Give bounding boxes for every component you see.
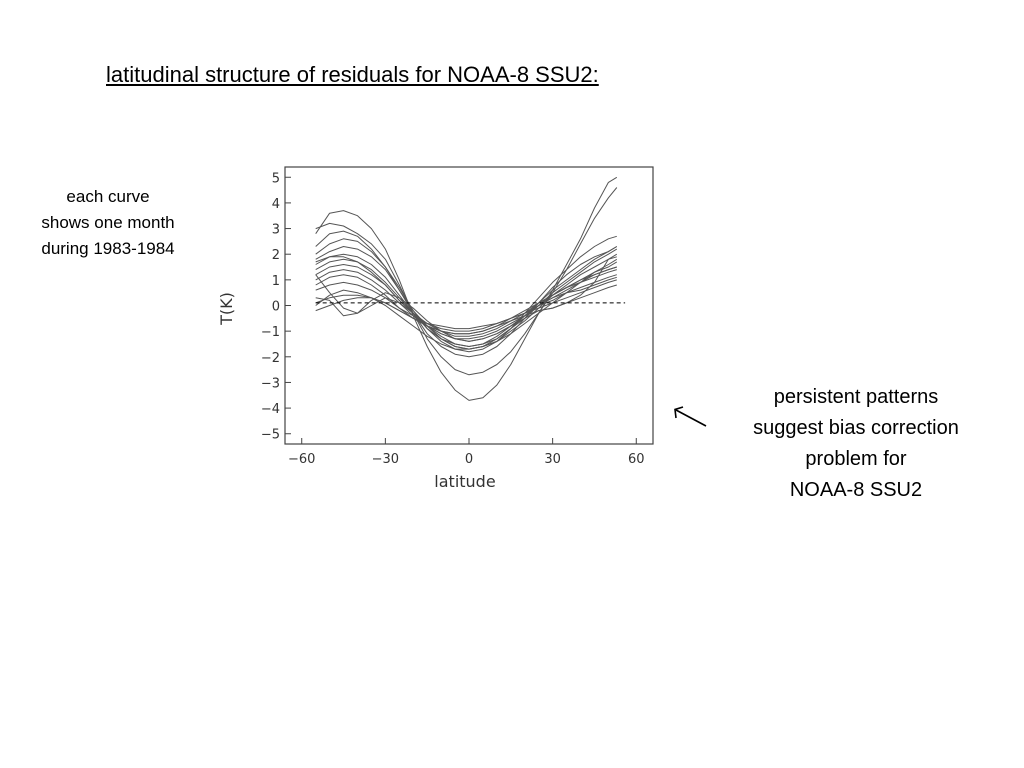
x-tick-label: −60 xyxy=(288,452,315,467)
plot-frame xyxy=(284,166,654,445)
left-annotation: each curve shows one month during 1983-1… xyxy=(18,184,198,262)
monthly-curve-9 xyxy=(315,266,617,340)
y-tick-label: 0 xyxy=(272,300,280,315)
monthly-curve-8 xyxy=(315,256,617,337)
y-tick-label: −3 xyxy=(261,376,280,391)
monthly-curve-15 xyxy=(315,256,617,342)
y-tick-label: 2 xyxy=(272,248,280,263)
y-tick-label: −5 xyxy=(261,428,280,443)
y-tick-label: −4 xyxy=(261,402,280,417)
curves-group xyxy=(315,176,618,401)
y-tick-label: 3 xyxy=(272,223,280,238)
left-annotation-line-3: during 1983-1984 xyxy=(41,239,175,258)
y-axis-label: T(K) xyxy=(217,292,236,326)
y-tick-label: −2 xyxy=(261,351,280,366)
monthly-curve-16 xyxy=(315,258,618,350)
y-tick-label: −1 xyxy=(261,325,280,340)
y-tick-label: 1 xyxy=(272,274,280,289)
x-tick-label: −30 xyxy=(372,452,399,467)
monthly-curve-14 xyxy=(315,274,617,347)
monthly-curve-12 xyxy=(315,279,617,330)
arrow-icon xyxy=(674,406,707,427)
right-annotation-line-4: NOAA-8 SSU2 xyxy=(789,479,923,501)
x-tick-label: 60 xyxy=(628,452,645,467)
monthly-curve-17 xyxy=(315,230,618,358)
y-tick-label: 4 xyxy=(272,197,280,212)
y-tick-label: 5 xyxy=(272,171,280,186)
left-annotation-line-2: shows one month xyxy=(41,213,175,232)
residuals-line-chart: −5 −4 −3 −2 −1 0 1 2 3 4 5 −60 −30 0 30 60 latitude T(K… xyxy=(217,166,654,491)
monthly-curve-13 xyxy=(315,284,617,335)
left-annotation-line-1: each curve xyxy=(66,187,150,206)
ticks-group: −5 −4 −3 −2 −1 0 1 2 3 4 5 −60 −30 0 30 60 xyxy=(261,171,645,467)
monthly-curve-2 xyxy=(315,187,618,376)
right-annotation-line-2: suggest bias correction xyxy=(753,417,959,439)
x-tick-label: 30 xyxy=(544,452,561,467)
slide-title: latitudinal structure of residuals for N… xyxy=(106,62,599,87)
right-annotation-line-1: persistent patterns xyxy=(773,386,939,408)
right-annotation-line-3: problem for xyxy=(805,448,907,470)
x-tick-label: 0 xyxy=(465,452,473,467)
monthly-curve-11 xyxy=(315,274,617,332)
monthly-curve-3 xyxy=(315,235,617,353)
x-axis-label: latitude xyxy=(434,472,495,491)
monthly-curve-1 xyxy=(315,176,618,401)
right-annotation: persistent patterns suggest bias correct… xyxy=(726,382,986,506)
